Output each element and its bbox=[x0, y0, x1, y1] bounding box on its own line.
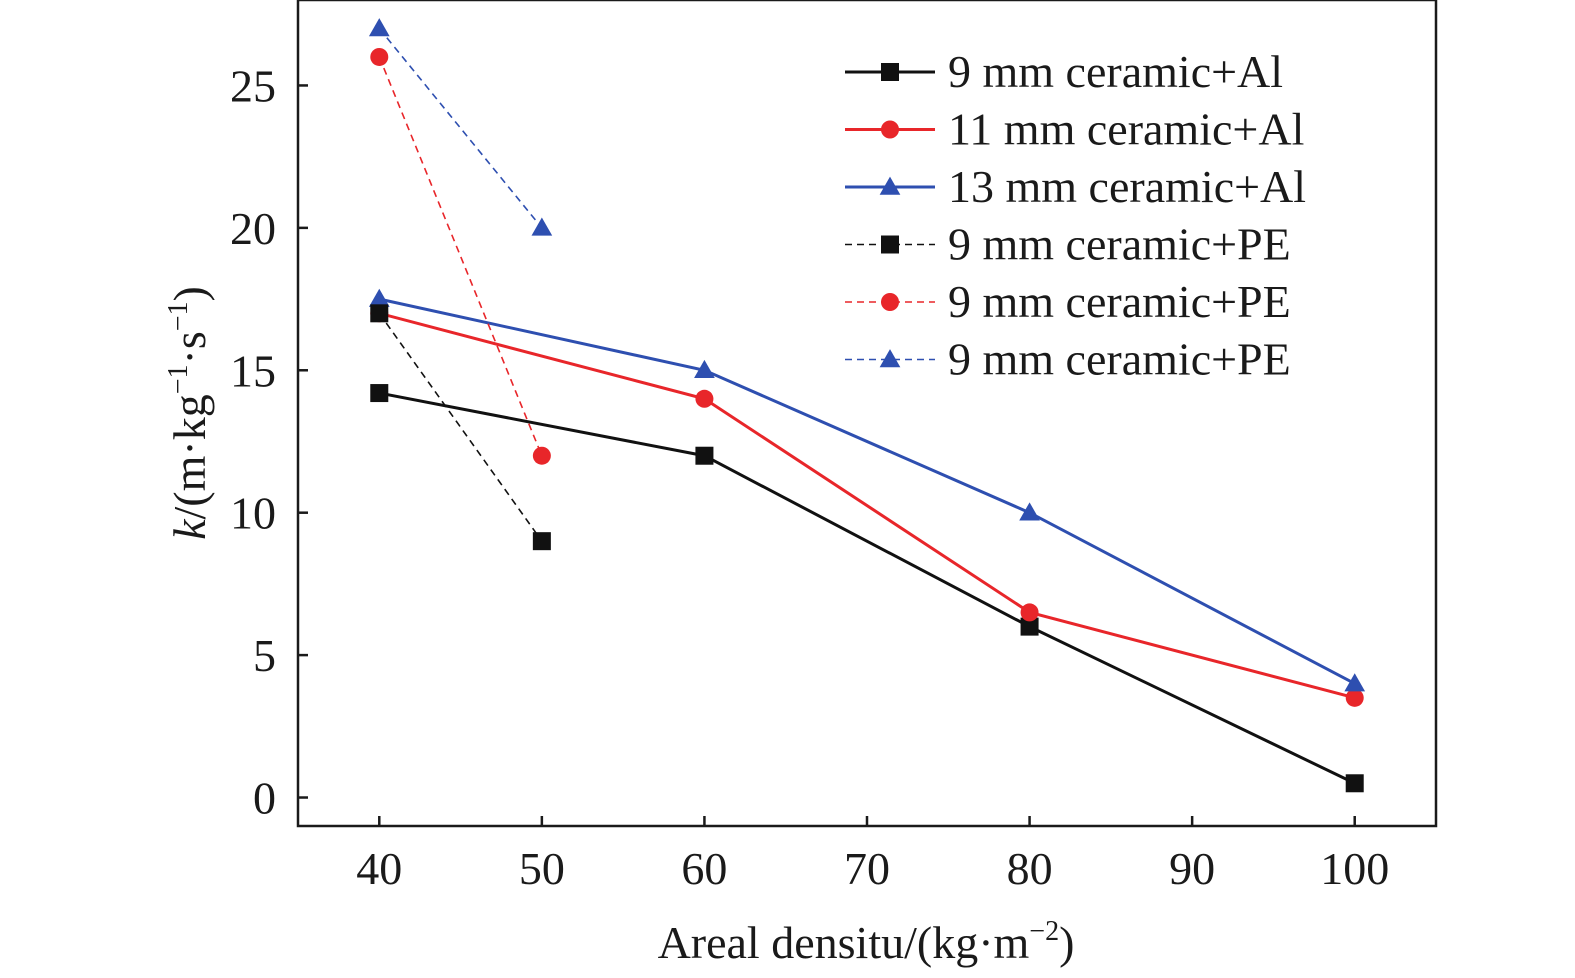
data-point bbox=[370, 47, 389, 66]
data-point bbox=[370, 384, 389, 403]
data-point bbox=[695, 389, 714, 408]
y-axis-label-end: ) bbox=[164, 286, 215, 301]
series-line bbox=[378, 56, 543, 457]
legend-marker bbox=[881, 293, 899, 311]
y-axis: 0 5 10 15 20 25 bbox=[230, 60, 308, 824]
series-1 bbox=[370, 384, 1364, 793]
legend-item: 9 mm ceramic+PE bbox=[845, 276, 1291, 327]
x-tick-label: 70 bbox=[844, 843, 890, 894]
legend-label: 9 mm ceramic+PE bbox=[948, 334, 1291, 385]
data-point bbox=[695, 446, 714, 465]
series-layer bbox=[368, 18, 1366, 793]
legend-label: 9 mm ceramic+PE bbox=[948, 276, 1291, 327]
y-axis-label-sup1: −1 bbox=[163, 364, 194, 394]
y-tick-label: 10 bbox=[230, 488, 276, 539]
legend-item: 9 mm ceramic+Al bbox=[845, 46, 1283, 97]
x-tick-label: 60 bbox=[681, 843, 727, 894]
legend-item: 9 mm ceramic+PE bbox=[845, 334, 1291, 385]
data-point bbox=[1344, 673, 1366, 692]
data-point bbox=[1345, 774, 1364, 793]
x-tick-label: 50 bbox=[519, 843, 565, 894]
data-point bbox=[532, 532, 551, 551]
legend-marker bbox=[881, 120, 899, 139]
legend-item: 11 mm ceramic+Al bbox=[845, 104, 1304, 155]
y-tick-label: 15 bbox=[230, 345, 276, 396]
legend-marker bbox=[881, 235, 899, 254]
series-3 bbox=[368, 288, 1366, 692]
data-point bbox=[368, 288, 390, 307]
x-axis-label-text: Areal densitu/(kg·m bbox=[658, 917, 1030, 968]
y-axis-label-mid: ·s bbox=[164, 331, 215, 364]
y-axis-label: k/(m·kg−1·s−1) bbox=[163, 286, 215, 540]
legend-marker bbox=[879, 349, 901, 368]
legend-label: 11 mm ceramic+Al bbox=[948, 104, 1304, 155]
data-point bbox=[531, 217, 553, 236]
x-axis-label-end: ) bbox=[1059, 917, 1074, 968]
y-tick-label: 25 bbox=[230, 60, 276, 111]
data-point bbox=[1020, 617, 1039, 636]
series-5 bbox=[370, 47, 551, 465]
x-axis-label-sup: −2 bbox=[1029, 916, 1059, 947]
legend-label: 9 mm ceramic+PE bbox=[948, 219, 1291, 270]
series-line bbox=[378, 297, 1356, 685]
data-point bbox=[532, 446, 551, 465]
series-line bbox=[378, 27, 543, 229]
data-point bbox=[370, 304, 389, 323]
data-point bbox=[694, 359, 715, 379]
x-tick-label: 40 bbox=[356, 843, 402, 894]
x-tick-label: 90 bbox=[1169, 843, 1215, 894]
y-axis-label-unit: /(m·kg bbox=[164, 394, 215, 519]
data-point bbox=[368, 18, 390, 37]
data-point bbox=[1020, 603, 1039, 622]
data-point bbox=[1345, 688, 1364, 707]
series-6 bbox=[368, 18, 553, 236]
legend-label: 9 mm ceramic+Al bbox=[948, 46, 1283, 97]
x-tick-label: 80 bbox=[1007, 843, 1053, 894]
legend-marker bbox=[879, 176, 901, 195]
y-tick-label: 0 bbox=[253, 773, 276, 824]
series-line bbox=[378, 312, 543, 542]
legend-marker bbox=[881, 63, 899, 81]
x-tick-label: 100 bbox=[1320, 843, 1389, 894]
legend: 9 mm ceramic+Al 11 mm ceramic+Al 13 mm cer… bbox=[845, 46, 1306, 385]
legend-item: 9 mm ceramic+PE bbox=[845, 219, 1291, 270]
x-axis-label: Areal densitu/(kg·m−2) bbox=[658, 916, 1075, 968]
y-axis-label-sup2: −1 bbox=[163, 301, 194, 331]
x-axis: 40 50 60 70 80 90 100 bbox=[356, 816, 1389, 894]
legend-item: 13 mm ceramic+Al bbox=[845, 161, 1306, 212]
series-line bbox=[379, 391, 1356, 785]
data-point bbox=[1019, 502, 1040, 521]
series-4 bbox=[370, 304, 551, 551]
series-line bbox=[378, 311, 1356, 700]
y-tick-label: 20 bbox=[230, 203, 276, 254]
legend-label: 13 mm ceramic+Al bbox=[948, 161, 1306, 212]
y-tick-label: 5 bbox=[253, 630, 276, 681]
y-axis-label-var: k bbox=[164, 518, 215, 540]
